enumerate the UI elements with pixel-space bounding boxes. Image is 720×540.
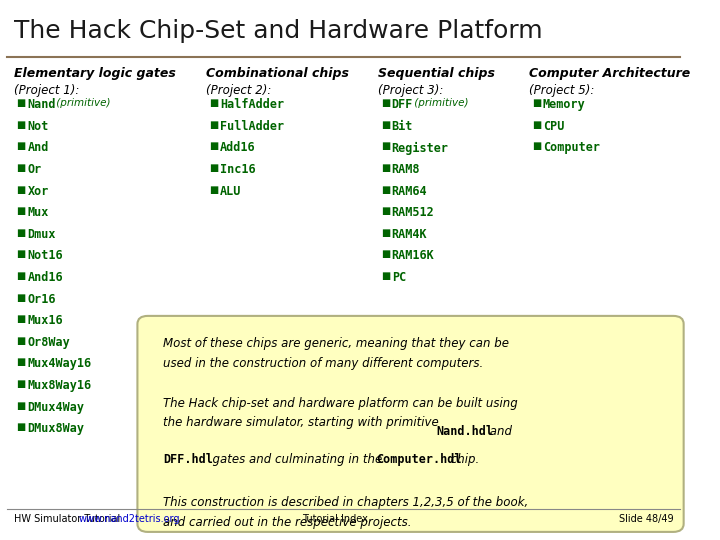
Text: RAM64: RAM64 xyxy=(392,185,427,198)
Text: Register: Register xyxy=(392,141,449,154)
Text: Most of these chips are generic, meaning that they can be
used in the constructi: Most of these chips are generic, meaning… xyxy=(163,338,509,370)
Text: Add16: Add16 xyxy=(220,141,256,154)
Text: DFF: DFF xyxy=(392,98,413,111)
Text: Bit: Bit xyxy=(392,120,413,133)
Text: Or8Way: Or8Way xyxy=(27,336,71,349)
Text: ■: ■ xyxy=(17,141,26,152)
Text: Memory: Memory xyxy=(543,98,585,111)
Text: ■: ■ xyxy=(532,120,541,130)
Text: (Project 3):: (Project 3): xyxy=(378,84,444,97)
Text: ■: ■ xyxy=(17,293,26,303)
Text: ■: ■ xyxy=(17,401,26,411)
Text: ■: ■ xyxy=(209,185,218,195)
Text: Computer: Computer xyxy=(543,141,600,154)
Text: (primitive): (primitive) xyxy=(53,98,110,109)
Text: Mux: Mux xyxy=(27,206,49,219)
Text: and: and xyxy=(486,425,512,438)
Text: ■: ■ xyxy=(381,228,390,238)
Text: ■: ■ xyxy=(209,163,218,173)
Text: Mux8Way16: Mux8Way16 xyxy=(27,379,91,392)
Text: chip.: chip. xyxy=(446,453,479,466)
Text: (Project 5):: (Project 5): xyxy=(529,84,595,97)
Text: ■: ■ xyxy=(17,422,26,433)
Text: Combinational chips: Combinational chips xyxy=(206,68,349,80)
Text: And: And xyxy=(27,141,49,154)
Text: gates and culminating in the: gates and culminating in the xyxy=(205,453,387,466)
Text: FullAdder: FullAdder xyxy=(220,120,284,133)
Text: Not16: Not16 xyxy=(27,249,63,262)
Text: RAM512: RAM512 xyxy=(392,206,434,219)
Text: ALU: ALU xyxy=(220,185,241,198)
Text: ■: ■ xyxy=(209,98,218,109)
Text: Mux4Way16: Mux4Way16 xyxy=(27,357,91,370)
Text: ■: ■ xyxy=(17,249,26,260)
Text: Slide 48/49: Slide 48/49 xyxy=(618,514,673,524)
Text: ■: ■ xyxy=(17,314,26,325)
Text: Or: Or xyxy=(27,163,42,176)
Text: PC: PC xyxy=(392,271,406,284)
Text: Xor: Xor xyxy=(27,185,49,198)
Text: ■: ■ xyxy=(381,120,390,130)
Text: DMux8Way: DMux8Way xyxy=(27,422,84,435)
Text: HW Simulator Tutorial: HW Simulator Tutorial xyxy=(14,514,123,524)
Text: Sequential chips: Sequential chips xyxy=(378,68,495,80)
Text: (Project 2):: (Project 2): xyxy=(206,84,271,97)
Text: ■: ■ xyxy=(532,98,541,109)
Text: RAM16K: RAM16K xyxy=(392,249,434,262)
Text: www.nand2tetris.org: www.nand2tetris.org xyxy=(79,514,181,524)
Text: Dmux: Dmux xyxy=(27,228,56,241)
Text: Nand: Nand xyxy=(27,98,56,111)
Text: RAM8: RAM8 xyxy=(392,163,420,176)
Text: RAM4K: RAM4K xyxy=(392,228,427,241)
Text: ■: ■ xyxy=(17,163,26,173)
Text: Nand.hdl: Nand.hdl xyxy=(436,425,493,438)
Text: ■: ■ xyxy=(381,249,390,260)
Text: The Hack chip-set and hardware platform can be built using
the hardware simulato: The Hack chip-set and hardware platform … xyxy=(163,397,518,429)
Text: ■: ■ xyxy=(17,336,26,346)
Text: ■: ■ xyxy=(381,98,390,109)
Text: CPU: CPU xyxy=(543,120,564,133)
Text: Or16: Or16 xyxy=(27,293,56,306)
FancyBboxPatch shape xyxy=(138,316,684,532)
Text: ■: ■ xyxy=(381,206,390,217)
Text: ■: ■ xyxy=(381,141,390,152)
Text: Computer.hdl: Computer.hdl xyxy=(376,453,462,466)
Text: ■: ■ xyxy=(381,185,390,195)
Text: And16: And16 xyxy=(27,271,63,284)
Text: ■: ■ xyxy=(17,120,26,130)
Text: ■: ■ xyxy=(209,141,218,152)
Text: Mux16: Mux16 xyxy=(27,314,63,327)
Text: ■: ■ xyxy=(381,163,390,173)
Text: Computer Architecture: Computer Architecture xyxy=(529,68,690,80)
Text: (primitive): (primitive) xyxy=(410,98,468,109)
Text: DMux4Way: DMux4Way xyxy=(27,401,84,414)
Text: DFF.hdl: DFF.hdl xyxy=(163,453,212,466)
Text: Not: Not xyxy=(27,120,49,133)
Text: ■: ■ xyxy=(17,271,26,281)
Text: Elementary logic gates: Elementary logic gates xyxy=(14,68,176,80)
Text: ■: ■ xyxy=(381,271,390,281)
Text: ■: ■ xyxy=(17,357,26,368)
Text: Tutorial Index: Tutorial Index xyxy=(302,514,368,524)
Text: ■: ■ xyxy=(17,98,26,109)
Text: ■: ■ xyxy=(532,141,541,152)
Text: The Hack Chip-Set and Hardware Platform: The Hack Chip-Set and Hardware Platform xyxy=(14,19,542,43)
Text: This construction is described in chapters 1,2,3,5 of the book,
and carried out : This construction is described in chapte… xyxy=(163,496,528,529)
Text: ■: ■ xyxy=(17,206,26,217)
Text: ■: ■ xyxy=(209,120,218,130)
Text: (Project 1):: (Project 1): xyxy=(14,84,79,97)
Text: ■: ■ xyxy=(17,228,26,238)
Text: HalfAdder: HalfAdder xyxy=(220,98,284,111)
Text: Inc16: Inc16 xyxy=(220,163,256,176)
Text: ■: ■ xyxy=(17,379,26,389)
Text: ■: ■ xyxy=(17,185,26,195)
